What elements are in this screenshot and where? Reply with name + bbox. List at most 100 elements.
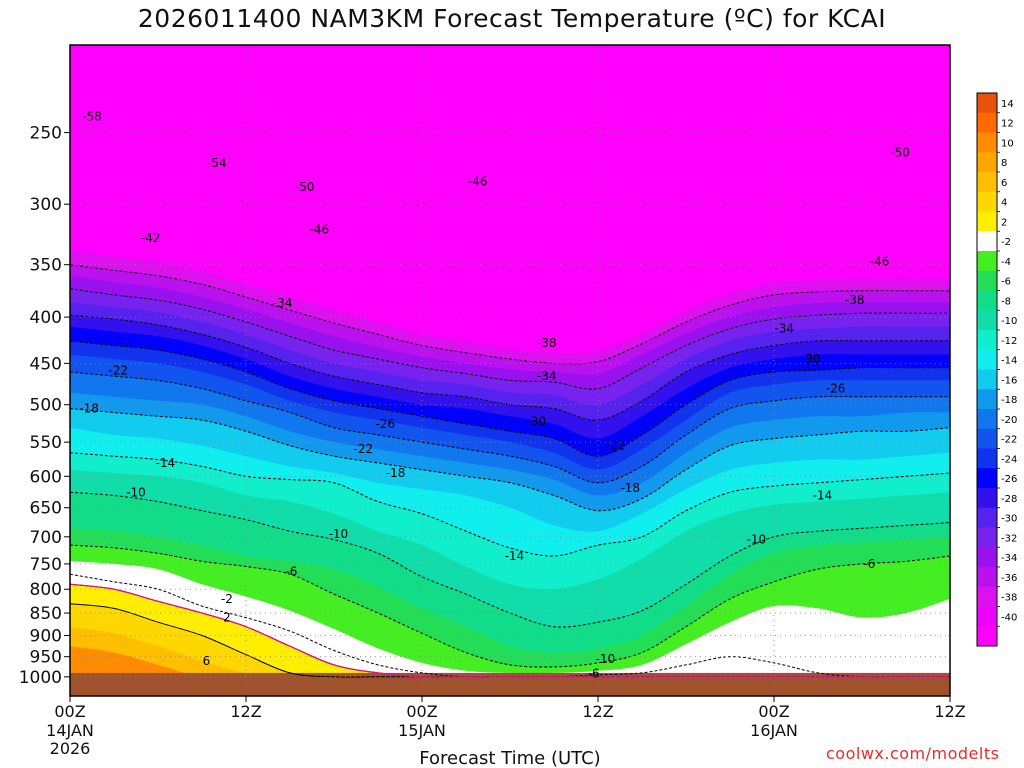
contour-label-17: -10 xyxy=(329,527,349,541)
x-tick-date-0: 14JAN xyxy=(46,721,94,740)
contour-label-33: -14 xyxy=(813,488,833,502)
y-tick-label-750: 750 xyxy=(30,555,62,575)
contour-label-9: -10 xyxy=(126,485,146,499)
contour-label-35: -6 xyxy=(863,557,875,571)
x-tick-date-48: 16JAN xyxy=(750,721,798,740)
colorbar-swatch-5 xyxy=(977,191,997,212)
colorbar-label-2: 2 xyxy=(1001,217,1007,228)
colorbar-label-14: 14 xyxy=(1001,99,1014,110)
contour-label-34: -10 xyxy=(747,533,767,547)
contour-label-29: -38 xyxy=(845,293,865,307)
colorbar-label--32: -32 xyxy=(1001,533,1017,544)
y-tick-label-600: 600 xyxy=(30,467,62,487)
colorbar-label--8: -8 xyxy=(1001,296,1011,307)
contour-label-25: -10 xyxy=(596,652,616,666)
isotherm--34 xyxy=(70,288,950,390)
x-tick-year-0: 2026 xyxy=(50,739,91,758)
band-above-0 xyxy=(70,584,950,696)
colorbar-swatch-20 xyxy=(977,488,997,509)
contour-label-8: -14 xyxy=(156,456,176,470)
colorbar-swatch-22 xyxy=(977,527,997,548)
x-tick-label-24: 00Z xyxy=(406,702,437,721)
colorbar-label--34: -34 xyxy=(1001,553,1017,564)
isotherm--14 xyxy=(70,452,950,557)
colorbar-swatch-3 xyxy=(977,152,997,173)
temperature-fill-bands xyxy=(70,45,950,696)
chart-title: 2026011400 NAM3KM Forecast Temperature (… xyxy=(137,4,887,33)
x-tick-label-48: 00Z xyxy=(758,702,789,721)
contour-label-23: -22 xyxy=(606,439,626,453)
contour-label-21: 2 xyxy=(223,611,231,625)
colorbar-label--4: -4 xyxy=(1001,257,1011,268)
colorbar-label-12: 12 xyxy=(1001,119,1014,130)
contour-label-6: -22 xyxy=(109,363,129,377)
colorbar-swatch-19 xyxy=(977,468,997,489)
contour-label-10: -46 xyxy=(468,174,488,188)
colorbar-label--10: -10 xyxy=(1001,316,1017,327)
colorbar-swatch-14 xyxy=(977,369,997,390)
x-tick-label-60: 12Z xyxy=(934,702,965,721)
colorbar-swatch-1 xyxy=(977,112,997,133)
y-tick-label-400: 400 xyxy=(30,308,62,328)
contour-label-27: -50 xyxy=(890,146,910,160)
colorbar-swatch-27 xyxy=(977,626,997,647)
x-tick-label-12: 12Z xyxy=(230,702,261,721)
colorbar-label--16: -16 xyxy=(1001,375,1017,386)
x-tick-label-0: 00Z xyxy=(54,702,85,721)
contour-label-26: -6 xyxy=(588,667,600,681)
colorbar-label--38: -38 xyxy=(1001,593,1017,604)
colorbar-swatch-6 xyxy=(977,211,997,232)
colorbar-label--22: -22 xyxy=(1001,435,1017,446)
colorbar-swatch-4 xyxy=(977,172,997,193)
y-tick-label-500: 500 xyxy=(30,396,62,416)
credit-link[interactable]: coolwx.com/modelts xyxy=(826,744,1000,763)
colorbar-label-10: 10 xyxy=(1001,138,1014,149)
contour-label-20: -2 xyxy=(221,592,233,606)
isotherm--38 xyxy=(70,264,950,365)
colorbar-swatch-2 xyxy=(977,132,997,153)
ground-layer xyxy=(70,672,950,696)
contour-label-19: -6 xyxy=(285,565,297,579)
colorbar-label--36: -36 xyxy=(1001,573,1017,584)
colorbar-label--40: -40 xyxy=(1001,612,1017,623)
y-tick-label-550: 550 xyxy=(30,433,62,453)
contour-label-15: -22 xyxy=(354,442,374,456)
y-tick-label-850: 850 xyxy=(30,604,62,624)
y-tick-label-950: 950 xyxy=(30,648,62,668)
isotherm--10 xyxy=(70,491,950,628)
y-tick-label-350: 350 xyxy=(30,256,62,276)
colorbar-swatch-21 xyxy=(977,507,997,528)
contour-label-18: -14 xyxy=(505,549,525,563)
colorbar-swatch-13 xyxy=(977,349,997,370)
contour-label-30: -34 xyxy=(774,322,794,336)
contour-label-12: -34 xyxy=(537,369,557,383)
contour-label-22: 6 xyxy=(203,654,211,668)
colorbar-label--24: -24 xyxy=(1001,454,1017,465)
contour-label-1: -54 xyxy=(207,156,227,170)
y-tick-label-450: 450 xyxy=(30,354,62,374)
colorbar-label--14: -14 xyxy=(1001,356,1017,367)
contour-label-0: -58 xyxy=(82,110,102,124)
colorbar-label--28: -28 xyxy=(1001,494,1017,505)
colorbar-label--18: -18 xyxy=(1001,395,1017,406)
contour-label-5: -34 xyxy=(273,296,293,310)
colorbar-swatch-26 xyxy=(977,606,997,627)
colorbar-label--2: -2 xyxy=(1001,237,1011,248)
contour-label-7: -18 xyxy=(79,402,99,416)
x-axis-label: Forecast Time (UTC) xyxy=(419,748,600,768)
isotherm--18 xyxy=(70,408,950,512)
y-tick-label-650: 650 xyxy=(30,499,62,519)
colorbar-swatch-18 xyxy=(977,448,997,469)
colorbar-label--26: -26 xyxy=(1001,474,1017,485)
isotherm--26 xyxy=(70,340,950,457)
colorbar-swatch-16 xyxy=(977,409,997,430)
colorbar-label--30: -30 xyxy=(1001,514,1017,525)
contour-label-28: -46 xyxy=(870,254,890,268)
contour-label-32: -26 xyxy=(826,382,846,396)
colorbar-swatch-12 xyxy=(977,330,997,351)
colorbar-swatch-9 xyxy=(977,270,997,291)
x-tick-label-36: 12Z xyxy=(582,702,613,721)
contour-label-24: -18 xyxy=(620,481,640,495)
